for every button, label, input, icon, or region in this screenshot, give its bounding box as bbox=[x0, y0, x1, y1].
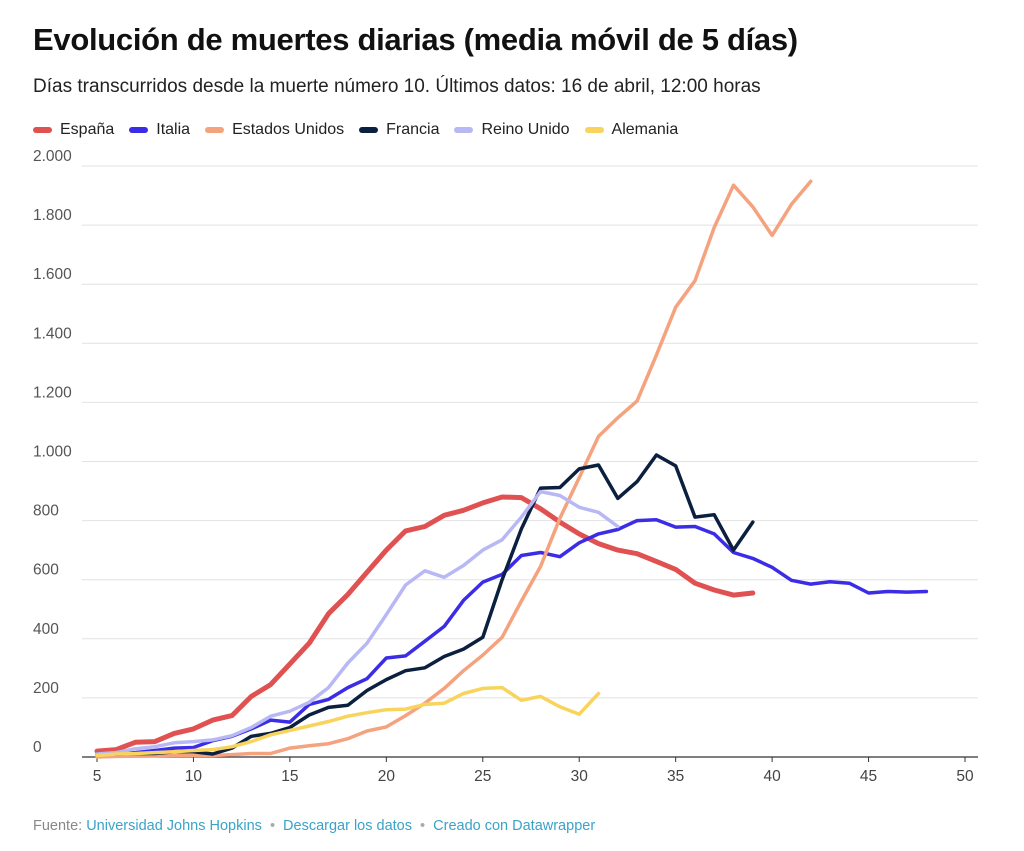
footer-separator: • bbox=[420, 818, 426, 834]
chart-title: Evolución de muertes diarias (media móvi… bbox=[33, 22, 798, 57]
legend-item: Alemania bbox=[584, 121, 679, 139]
y-tick-label: 1.600 bbox=[33, 266, 72, 283]
y-tick-label: 1.000 bbox=[33, 444, 72, 461]
legend-swatch bbox=[454, 127, 474, 133]
x-tick-label: 45 bbox=[860, 768, 877, 785]
footer-separator: • bbox=[269, 818, 276, 834]
series-line-alemania bbox=[95, 685, 601, 758]
legend-swatch bbox=[584, 127, 604, 133]
line-chart: 0 200 400 600 800 1.000 1.200 1.400 1.600 1.800 2.… bbox=[33, 148, 978, 785]
created-with-link[interactable]: Creado con Datawrapper bbox=[433, 818, 596, 834]
legend-label: España bbox=[60, 121, 115, 138]
y-tick-label: 200 bbox=[33, 680, 59, 697]
legend-label: Alemania bbox=[611, 121, 679, 138]
x-tick-label: 50 bbox=[956, 768, 974, 785]
legend-swatch bbox=[205, 127, 225, 133]
download-data-link[interactable]: Descargar los datos bbox=[283, 818, 412, 834]
legend-label: Reino Unido bbox=[481, 121, 570, 138]
chart-legend: España Italia Estados Unidos Francia Reino U… bbox=[33, 121, 693, 139]
source-link[interactable]: Universidad Johns Hopkins bbox=[86, 818, 262, 834]
legend-item: España bbox=[33, 121, 114, 139]
x-tick-label: 35 bbox=[667, 768, 684, 785]
y-tick-label: 2.000 bbox=[33, 148, 72, 165]
source-label: Fuente: bbox=[33, 818, 83, 834]
series-line-espana bbox=[94, 494, 756, 754]
x-tick-label: 40 bbox=[763, 768, 781, 785]
legend-swatch bbox=[129, 127, 149, 133]
x-tick-label: 25 bbox=[474, 768, 491, 785]
y-tick-label: 800 bbox=[33, 503, 59, 520]
legend-label: Francia bbox=[386, 121, 440, 138]
x-tick-label: 30 bbox=[571, 768, 589, 785]
series-line-francia bbox=[95, 453, 755, 756]
legend-label: Estados Unidos bbox=[232, 121, 345, 138]
x-tick-label: 5 bbox=[93, 768, 102, 785]
series-line-estados-unidos bbox=[95, 179, 813, 759]
x-tick-label: 15 bbox=[281, 768, 298, 785]
y-tick-label: 400 bbox=[33, 621, 59, 638]
y-tick-label: 1.400 bbox=[33, 325, 72, 342]
y-tick-label: 0 bbox=[33, 739, 42, 756]
legend-swatch bbox=[359, 127, 379, 133]
y-tick-label: 1.200 bbox=[33, 384, 72, 401]
legend-item: Estados Unidos bbox=[205, 121, 344, 139]
y-tick-label: 600 bbox=[33, 562, 59, 579]
legend-item: Reino Unido bbox=[454, 121, 570, 139]
footer: Fuente: Universidad Johns Hopkins • Desc… bbox=[33, 818, 595, 834]
y-tick-label: 1.800 bbox=[33, 207, 72, 224]
x-tick-label: 20 bbox=[378, 768, 396, 785]
chart-subtitle: Días transcurridos desde la muerte númer… bbox=[33, 76, 761, 97]
legend-item: Italia bbox=[129, 121, 190, 139]
legend-item: Francia bbox=[359, 121, 439, 139]
legend-swatch bbox=[33, 127, 52, 133]
legend-label: Italia bbox=[156, 121, 191, 138]
x-tick-label: 10 bbox=[185, 768, 203, 785]
series-line-reino-unido bbox=[95, 489, 620, 756]
